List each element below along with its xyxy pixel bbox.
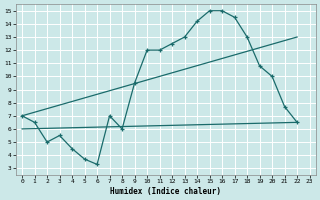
X-axis label: Humidex (Indice chaleur): Humidex (Indice chaleur) [110,187,221,196]
